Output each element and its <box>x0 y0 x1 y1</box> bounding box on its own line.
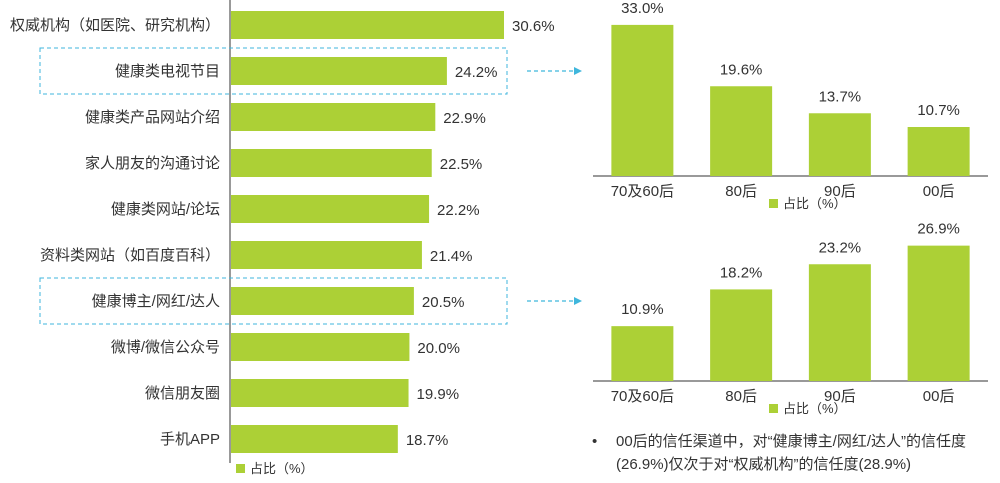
category-label: 家人朋友的沟通讨论 <box>85 155 220 172</box>
category-label: 微博/微信公众号 <box>111 339 220 356</box>
bar <box>231 195 430 223</box>
value-label: 22.2% <box>437 202 480 219</box>
value-label: 20.0% <box>417 340 460 357</box>
bar <box>231 241 422 269</box>
category-label: 70及60后 <box>611 388 674 405</box>
value-label: 18.7% <box>406 432 449 449</box>
value-label: 22.5% <box>440 156 483 173</box>
bar <box>710 289 773 381</box>
category-label: 健康类产品网站介绍 <box>85 109 220 126</box>
highlight-box <box>39 277 508 325</box>
channel-bar-chart: 权威机构（如医院、研究机构） 30.6% 健康类电视节目 24.2% 健康类产品网站介绍… <box>10 0 555 476</box>
bar <box>808 264 871 381</box>
connector-arrow-icon <box>574 67 582 75</box>
category-label: 90后 <box>824 388 856 405</box>
legend-swatch <box>769 404 778 413</box>
conclusion-note: • 00后的信任渠道中，对“健康博主/网红/达人”的信任度(26.9%)仅次于对… <box>592 430 992 476</box>
bar <box>231 287 414 315</box>
value-label: 19.9% <box>417 386 460 403</box>
category-label: 80后 <box>725 183 757 200</box>
conclusion-text: 00后的信任渠道中，对“健康博主/网红/达人”的信任度(26.9%)仅次于对“权… <box>616 433 967 473</box>
legend-label: 占比（%） <box>783 401 847 416</box>
category-label: 权威机构（如医院、研究机构） <box>10 16 220 34</box>
bar <box>611 24 674 176</box>
value-label: 10.9% <box>621 301 664 318</box>
bar <box>710 86 773 176</box>
legend-swatch <box>236 464 245 473</box>
value-label: 23.2% <box>819 239 862 256</box>
category-label: 健康类网站/论坛 <box>111 201 220 218</box>
value-label: 33.0% <box>621 0 664 17</box>
bar <box>907 245 970 381</box>
bullet-marker: • <box>592 433 598 450</box>
category-label: 00后 <box>923 183 955 200</box>
bar <box>231 425 398 453</box>
value-label: 30.6% <box>512 18 555 35</box>
bar <box>231 149 432 177</box>
bar <box>231 379 409 407</box>
category-label: 健康类电视节目 <box>115 63 220 80</box>
value-label: 20.5% <box>422 294 465 311</box>
value-label: 19.6% <box>720 61 763 78</box>
connector-arrow-icon <box>574 297 582 305</box>
legend-swatch <box>769 199 778 208</box>
category-label: 微信朋友圈 <box>145 385 220 402</box>
category-label: 手机APP <box>160 431 220 448</box>
bar <box>231 11 504 39</box>
value-label: 13.7% <box>819 88 862 105</box>
bar <box>907 127 970 176</box>
category-label: 80后 <box>725 388 757 405</box>
bar <box>231 57 447 85</box>
bar <box>231 333 410 361</box>
value-label: 21.4% <box>430 248 473 265</box>
category-label: 健康博主/网红/达人 <box>92 293 220 310</box>
value-label: 24.2% <box>455 64 498 81</box>
category-label: 资料类网站（如百度百科） <box>40 247 220 264</box>
bar <box>808 113 871 176</box>
category-label: 00后 <box>923 388 955 405</box>
category-label: 90后 <box>824 183 856 200</box>
legend-label: 占比（%） <box>250 461 314 476</box>
highlight-box <box>39 47 508 95</box>
bar <box>611 326 674 381</box>
legend-label: 占比（%） <box>783 196 847 211</box>
value-label: 22.9% <box>443 110 486 127</box>
value-label: 26.9% <box>917 221 960 238</box>
value-label: 10.7% <box>917 102 960 119</box>
value-label: 18.2% <box>720 264 763 281</box>
highlight-connectors <box>527 67 582 305</box>
category-label: 70及60后 <box>611 183 674 200</box>
bar <box>231 103 436 131</box>
